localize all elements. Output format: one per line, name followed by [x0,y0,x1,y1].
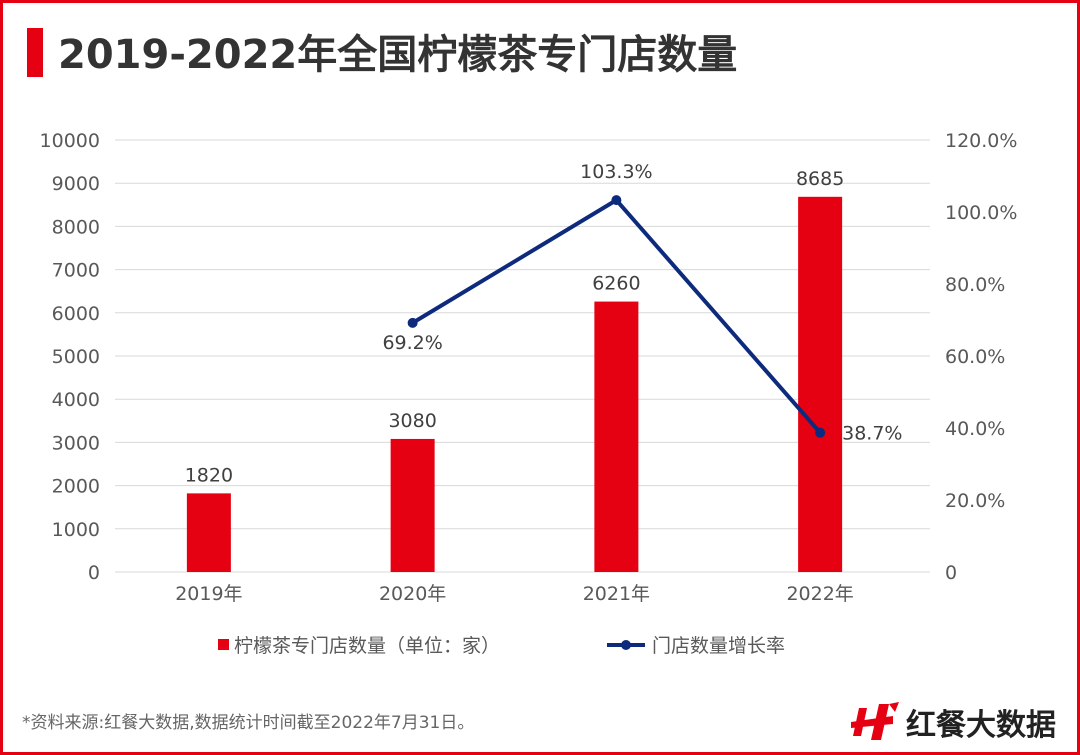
x-axis-tick: 2020年 [379,583,446,605]
legend-bar-swatch [218,639,229,650]
legend-line-label: 门店数量增长率 [652,635,785,657]
left-axis-tick: 3000 [52,432,100,454]
left-axis-tick: 9000 [52,173,100,195]
x-axis-tick: 2022年 [786,583,853,605]
right-axis-tick: 80.0% [945,274,1005,296]
left-axis-tick: 7000 [52,260,100,282]
right-axis-tick: 120.0% [945,130,1017,152]
left-axis-tick: 1000 [52,519,100,541]
left-axis-tick: 2000 [52,476,100,498]
right-axis-tick: 100.0% [945,202,1017,224]
legend-line-marker [621,640,631,650]
footnote: *资料来源:红餐大数据,数据统计时间截至2022年7月31日。 [22,713,475,733]
logo-h-icon [851,702,899,740]
right-axis-tick: 60.0% [945,346,1005,368]
growth-rate-point [611,195,622,206]
line-data-label: 69.2% [382,332,442,354]
line-data-label: 38.7% [842,423,902,445]
bar-2019年 [186,493,231,572]
left-axis-tick: 4000 [52,389,100,411]
bar-data-label: 8685 [796,168,844,190]
growth-rate-point [407,317,418,328]
right-axis-tick: 20.0% [945,490,1005,512]
right-axis-tick: 0 [945,562,957,584]
left-axis-tick: 8000 [52,216,100,238]
chart-title: 2019-2022年全国柠檬茶专门店数量 [58,32,738,78]
right-axis-tick: 40.0% [945,418,1005,440]
x-axis-tick: 2019年 [175,583,242,605]
bar-2022年 [798,196,843,573]
left-axis-tick: 10000 [40,130,100,152]
bar-2021年 [594,301,639,572]
left-axis-tick: 0 [88,562,100,584]
bar-2020年 [390,438,435,572]
bar-data-label: 1820 [185,464,233,486]
legend-bar-label: 柠檬茶专门店数量（单位：家） [234,635,500,657]
left-axis-tick: 5000 [52,346,100,368]
growth-rate-point [815,427,826,438]
logo-text: 红餐大数据 [906,708,1056,743]
left-axis-tick: 6000 [52,303,100,325]
bar-data-label: 3080 [388,410,436,432]
logo: 红餐大数据 [845,700,1056,744]
line-data-label: 103.3% [580,161,652,183]
bar-data-label: 6260 [592,273,640,295]
title-accent-bar [27,28,43,77]
x-axis-tick: 2021年 [583,583,650,605]
